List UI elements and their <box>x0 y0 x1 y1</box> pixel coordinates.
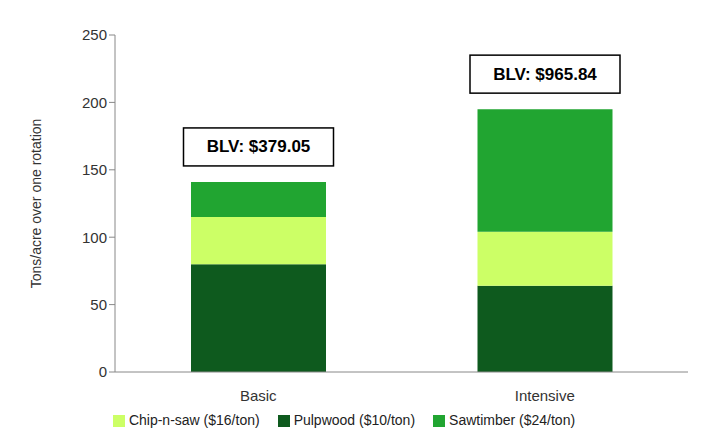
svg-text:Intensive: Intensive <box>515 387 575 404</box>
svg-text:Tons/acre over one rotation: Tons/acre over one rotation <box>28 119 44 289</box>
html-text:Chip-n-saw ($16/ton): Chip-n-saw ($16/ton) <box>128 412 260 428</box>
svg-text:50: 50 <box>90 296 107 313</box>
svg-text:BLV: $379.05: BLV: $379.05 <box>207 137 311 156</box>
svg-text:BLV: $965.84: BLV: $965.84 <box>493 65 597 84</box>
svg-text:150: 150 <box>82 161 107 178</box>
svg-text:Basic: Basic <box>240 387 277 404</box>
svg-text:250: 250 <box>82 26 107 43</box>
html-text:Pulpwood ($10/ton): Pulpwood ($10/ton) <box>293 412 415 428</box>
svg-text:100: 100 <box>82 229 107 246</box>
html-text:Sawtimber ($24/ton): Sawtimber ($24/ton) <box>449 412 576 428</box>
svg-text:0: 0 <box>99 363 107 380</box>
svg-text:200: 200 <box>82 94 107 111</box>
